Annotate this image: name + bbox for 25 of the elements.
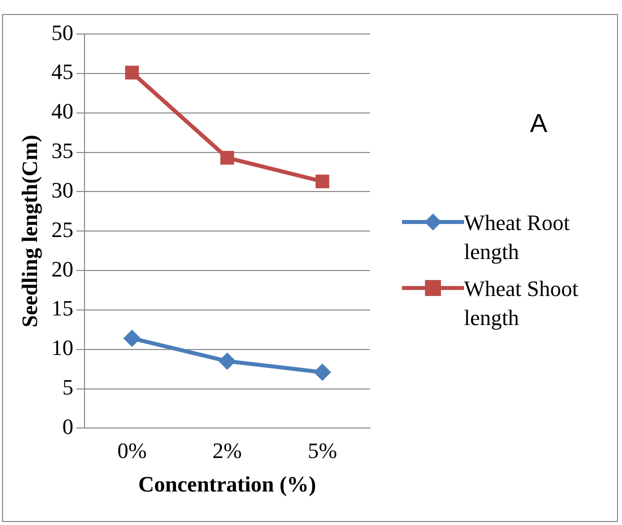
y-tick-label: 35	[51, 138, 74, 164]
point	[316, 174, 330, 188]
x-axis-title: Concentration (%)	[138, 471, 316, 496]
y-axis-title: Seedling length(Cm)	[16, 134, 42, 328]
point	[124, 330, 140, 347]
x-tick-label: 5%	[308, 438, 338, 464]
y-tick-label: 5	[62, 374, 74, 400]
y-tick-label: 0	[62, 414, 74, 439]
y-tick-label: 10	[51, 335, 74, 360]
y-tick-label: 50	[51, 20, 74, 45]
point	[125, 66, 139, 80]
y-tick-label: 25	[51, 216, 74, 242]
x-tick-label: 2%	[212, 438, 242, 464]
y-tick-label: 15	[51, 296, 74, 321]
y-tick-label: 40	[51, 98, 74, 124]
x-tick-label: 0%	[117, 438, 147, 464]
y-tick-label: 30	[51, 177, 74, 202]
point	[218, 352, 236, 370]
point	[314, 364, 331, 381]
y-tick-label: 45	[51, 59, 74, 84]
legend-label: Wheat Shoot length	[464, 275, 580, 332]
text: A	[530, 108, 548, 139]
point	[220, 150, 234, 165]
y-tick-label: 20	[51, 256, 74, 282]
legend-label: Wheat Root length	[464, 209, 571, 266]
